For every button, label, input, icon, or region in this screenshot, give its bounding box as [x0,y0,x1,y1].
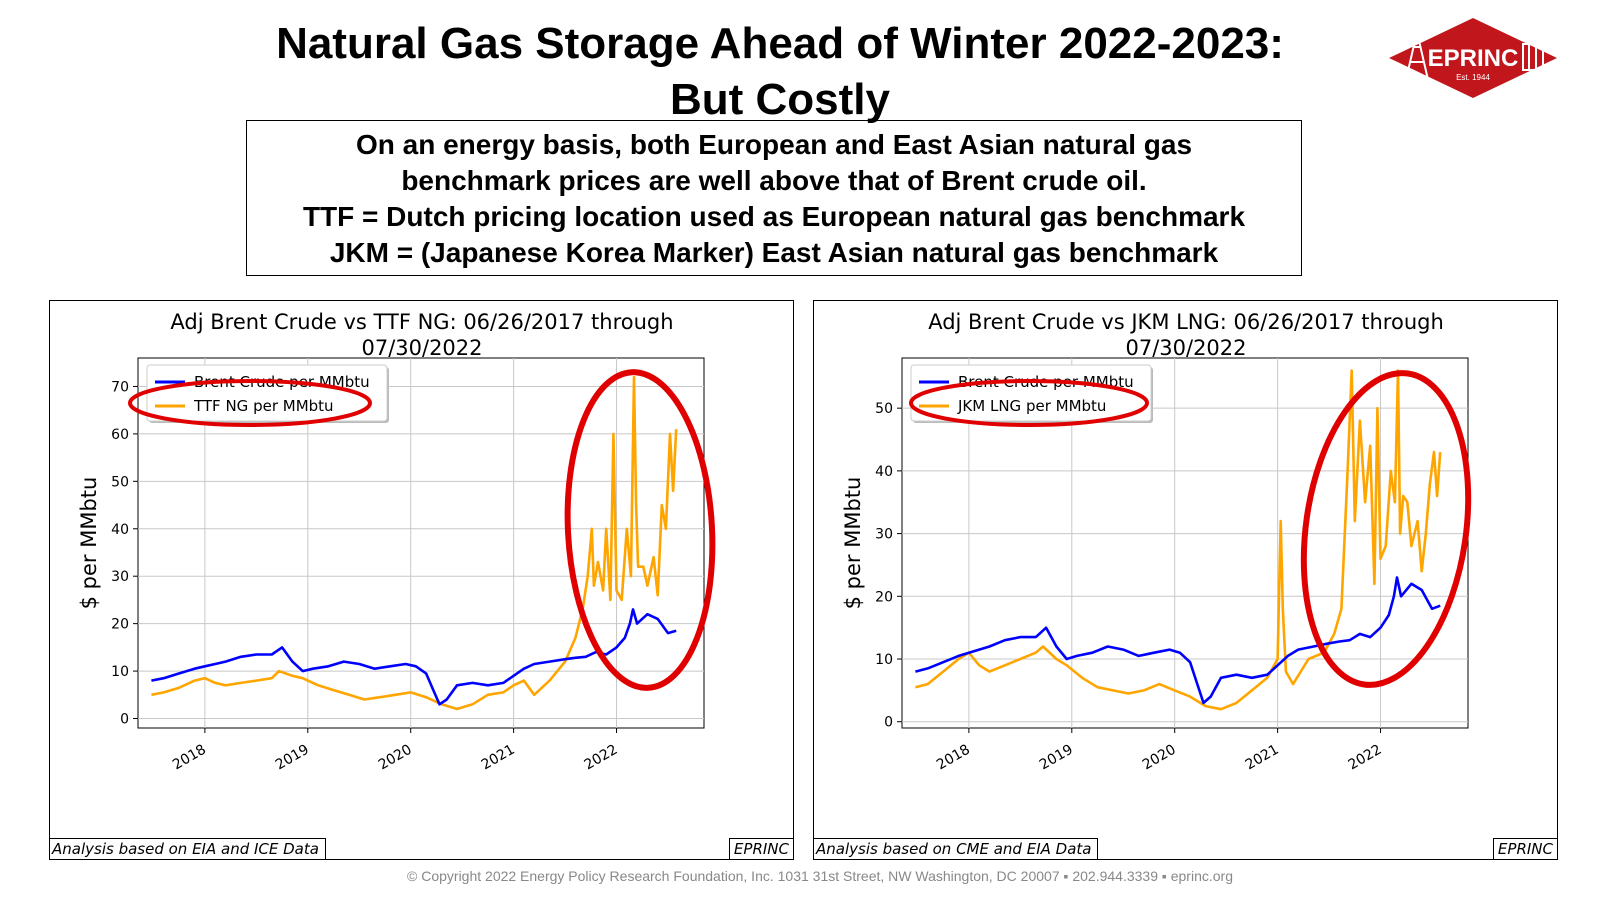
ttf-y-tick-label: 60 [111,427,129,443]
jkm-chart-title: Adj Brent Crude vs JKM LNG: 06/26/2017 t… [928,310,1444,334]
jkm-legend-box [910,364,1152,422]
jkm-y-tick-label: 30 [875,527,893,543]
jkm-source-note: Analysis based on CME and EIA Data [814,838,1099,859]
ttf-y-tick-label: 0 [120,712,129,728]
ttf-y-tick-label: 20 [111,617,129,633]
logo-refinery-icon [1522,43,1544,71]
ttf-brand-tag: EPRINC [728,838,793,859]
jkm-y-tick-label: 0 [884,715,893,731]
jkm-x-tick-label: 2022 [1346,742,1385,774]
eprinc-logo: EPRINC Est. 1944 [1389,18,1557,98]
jkm-series-gas-line [915,369,1442,711]
callout-line-4: JKM = (Japanese Korea Marker) East Asian… [329,237,1219,268]
jkm-y-tick-label: 50 [875,401,893,417]
page-title: Natural Gas Storage Ahead of Winter 2022… [180,16,1380,128]
jkm-y-axis-label: $ per MMbtu [841,477,865,610]
jkm-chart: Adj Brent Crude vs JKM LNG: 06/26/2017 t… [841,310,1472,774]
ttf-y-tick-label: 70 [111,379,129,395]
jkm-chart-panel: Adj Brent Crude vs JKM LNG: 06/26/2017 t… [813,300,1558,860]
ttf-y-tick-label: 40 [111,522,129,538]
ttf-y-tick-label: 10 [111,664,129,680]
jkm-x-tick-label: 2019 [1037,742,1076,774]
jkm-brand-tag: EPRINC [1492,838,1557,859]
ttf-chart-panel: Adj Brent Crude vs TTF NG: 06/26/2017 th… [49,300,794,860]
ttf-x-tick-label: 2019 [273,742,312,774]
ttf-x-tick-label: 2022 [582,742,621,774]
jkm-y-tick-label: 20 [875,589,893,605]
callout-line-2: benchmark prices are well above that of … [401,165,1147,196]
jkm-x-tick-label: 2020 [1140,742,1179,774]
ttf-y-tick-label: 50 [111,474,129,490]
ttf-series-brent-line [151,608,677,706]
jkm-legend-label-1: JKM LNG per MMbtu [957,397,1106,415]
ttf-legend-label-1: TTF NG per MMbtu [193,397,334,415]
logo-diamond [1389,18,1557,98]
logo-text: EPRINC [1428,45,1519,72]
jkm-chart-subtitle: 07/30/2022 [1125,336,1246,360]
page-title-line-1: Natural Gas Storage Ahead of Winter 2022… [276,19,1284,68]
jkm-legend-highlight [909,379,1149,427]
callout-line-3: TTF = Dutch pricing location used as Eur… [302,201,1246,232]
logo-derrick-icon [1403,31,1431,85]
ttf-x-tick-label: 2021 [479,742,518,774]
jkm-x-tick-label: 2021 [1243,742,1282,774]
callout-box: On an energy basis, both European and Ea… [246,120,1302,276]
ttf-x-tick-label: 2020 [376,742,415,774]
jkm-y-tick-label: 40 [875,464,893,480]
ttf-chart: Adj Brent Crude vs TTF NG: 06/26/2017 th… [77,310,716,774]
logo-est: Est. 1944 [1456,73,1490,82]
ttf-source-note: Analysis based on EIA and ICE Data [50,838,326,859]
jkm-y-tick-label: 10 [875,652,893,668]
ttf-spike-highlight [564,369,716,691]
ttf-chart-title: Adj Brent Crude vs TTF NG: 06/26/2017 th… [170,310,673,334]
jkm-x-tick-label: 2018 [934,742,973,774]
ttf-x-tick-label: 2018 [170,742,209,774]
ttf-chart-subtitle: 07/30/2022 [361,336,482,360]
ttf-legend-highlight [128,379,372,427]
copyright-footer: © Copyright 2022 Energy Policy Research … [407,868,1233,884]
callout-line-1: On an energy basis, both European and Ea… [355,129,1193,160]
jkm-series-brent-line [915,576,1441,705]
ttf-y-axis-label: $ per MMbtu [77,477,101,610]
ttf-y-tick-label: 30 [111,569,129,585]
ttf-series-gas-line [151,375,678,711]
page-title-line-2: But Costly [670,75,890,124]
jkm-spike-highlight [1300,370,1472,688]
